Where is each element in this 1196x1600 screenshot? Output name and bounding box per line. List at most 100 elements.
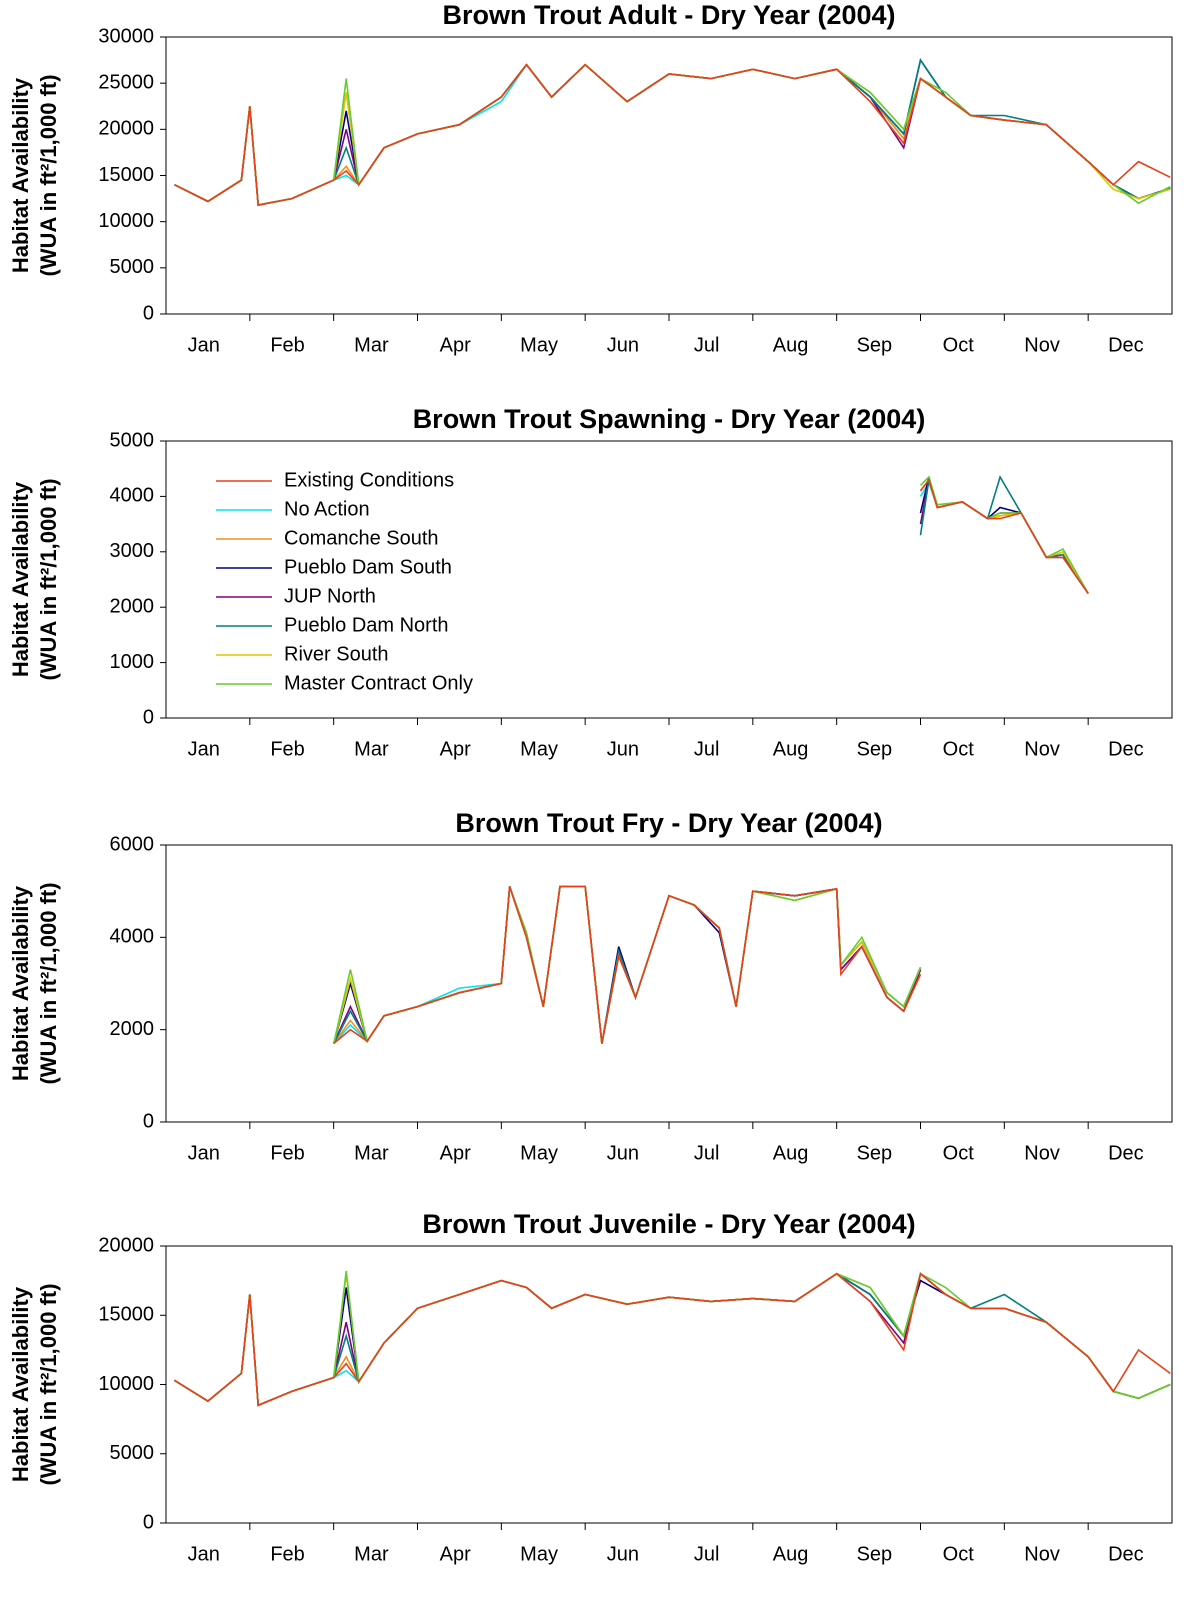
x-tick-label: May — [520, 334, 558, 356]
x-tick-label: Oct — [943, 1543, 975, 1565]
series-line — [332, 885, 922, 1044]
y-tick-label: 30000 — [98, 25, 154, 47]
y-tick-label: 2000 — [110, 1018, 155, 1040]
panel: Brown Trout Juvenile - Dry Year (2004) Ha… — [8, 1209, 1173, 1565]
x-tick-label: Oct — [943, 738, 975, 760]
y-tick-label: 4000 — [110, 485, 155, 507]
x-tick-label: Jan — [188, 1543, 220, 1565]
series-line — [919, 475, 1089, 594]
y-axis-label: Habitat Availability — [8, 885, 33, 1081]
series-line — [173, 1272, 1171, 1407]
y-tick-label: 20000 — [98, 1234, 154, 1256]
y-axis-label: (WUA in ft²/1,000 ft) — [36, 74, 61, 276]
series-line — [173, 1272, 1171, 1407]
x-tick-label: Sep — [857, 1142, 893, 1164]
x-tick-label: Nov — [1024, 1142, 1060, 1164]
plot-frame — [165, 36, 1173, 315]
panel: Brown Trout Spawning - Dry Year (2004) Ha… — [8, 404, 1173, 760]
x-tick-label: Jul — [694, 1142, 720, 1164]
y-tick-label: 15000 — [98, 164, 154, 186]
x-tick-label: Jan — [188, 1142, 220, 1164]
x-tick-label: Mar — [354, 1142, 389, 1164]
y-tick-label: 0 — [143, 1110, 154, 1132]
x-tick-label: May — [520, 738, 558, 760]
x-tick-label: May — [520, 1543, 558, 1565]
x-tick-label: Jan — [188, 334, 220, 356]
series-line — [332, 885, 922, 1044]
chart-title: Brown Trout Fry - Dry Year (2004) — [455, 808, 882, 838]
x-tick-label: Nov — [1024, 1543, 1060, 1565]
x-tick-label: Feb — [270, 1543, 304, 1565]
y-tick-label: 5000 — [110, 429, 155, 451]
panel: Brown Trout Fry - Dry Year (2004) Habitat… — [8, 808, 1173, 1164]
y-tick-label: 5000 — [110, 1442, 155, 1464]
x-tick-label: Sep — [857, 738, 893, 760]
y-tick-label: 0 — [143, 302, 154, 324]
x-tick-label: Jun — [607, 1142, 639, 1164]
series-line — [333, 885, 922, 1045]
x-tick-label: Feb — [270, 334, 304, 356]
y-axis-label: (WUA in ft²/1,000 ft) — [36, 478, 61, 680]
x-tick-label: Jul — [694, 738, 720, 760]
x-tick-label: Apr — [440, 334, 471, 356]
series-line — [919, 479, 1089, 594]
x-tick-label: Feb — [270, 738, 304, 760]
y-tick-label: 20000 — [98, 118, 154, 140]
x-tick-label: Oct — [943, 334, 975, 356]
series-line — [173, 1272, 1171, 1407]
legend-label: No Action — [284, 498, 370, 520]
series-line — [919, 478, 1089, 594]
x-tick-label: Sep — [857, 334, 893, 356]
x-tick-label: Sep — [857, 1543, 893, 1565]
y-tick-label: 10000 — [98, 210, 154, 232]
y-tick-label: 0 — [143, 706, 154, 728]
series-line — [173, 1272, 1171, 1407]
chart-title: Brown Trout Spawning - Dry Year (2004) — [413, 404, 926, 434]
x-tick-label: Mar — [354, 1543, 389, 1565]
series-line — [332, 885, 922, 1044]
series-line — [173, 1270, 1171, 1407]
y-axis-label: (WUA in ft²/1,000 ft) — [36, 882, 61, 1084]
legend-label: Existing Conditions — [284, 469, 454, 491]
y-tick-label: 1000 — [110, 651, 155, 673]
legend-label: Comanche South — [284, 527, 439, 549]
x-tick-label: Dec — [1108, 1543, 1144, 1565]
x-tick-label: Mar — [354, 334, 389, 356]
legend-label: River South — [284, 643, 389, 665]
chart-title: Brown Trout Adult - Dry Year (2004) — [442, 0, 895, 30]
series-line — [333, 885, 922, 1044]
x-tick-label: Jan — [188, 738, 220, 760]
x-tick-label: Oct — [943, 1142, 975, 1164]
series-line — [333, 885, 922, 1045]
x-tick-label: Aug — [773, 1142, 809, 1164]
x-tick-label: Aug — [773, 738, 809, 760]
series-line — [919, 476, 1089, 594]
series-line — [332, 885, 922, 1044]
series-line — [919, 480, 1089, 594]
x-tick-label: Nov — [1024, 738, 1060, 760]
x-tick-label: Apr — [440, 1142, 471, 1164]
y-tick-label: 0 — [143, 1511, 154, 1533]
series-line — [173, 1272, 1171, 1407]
y-tick-label: 10000 — [98, 1373, 154, 1395]
legend-label: JUP North — [284, 585, 376, 607]
y-tick-label: 25000 — [98, 71, 154, 93]
x-tick-label: Apr — [440, 738, 471, 760]
x-tick-label: Feb — [270, 1142, 304, 1164]
x-tick-label: Jun — [607, 334, 639, 356]
y-axis-label: Habitat Availability — [8, 77, 33, 273]
x-tick-label: Dec — [1108, 1142, 1144, 1164]
y-axis-label: (WUA in ft²/1,000 ft) — [36, 1283, 61, 1485]
panel: Brown Trout Adult - Dry Year (2004) Habit… — [8, 0, 1173, 356]
series-line — [919, 478, 1089, 594]
series-line — [919, 475, 1089, 594]
x-tick-label: Jun — [607, 1543, 639, 1565]
chart-title: Brown Trout Juvenile - Dry Year (2004) — [422, 1209, 915, 1239]
legend-label: Pueblo Dam North — [284, 614, 449, 636]
x-tick-label: Apr — [440, 1543, 471, 1565]
y-axis-label: Habitat Availability — [8, 481, 33, 677]
series-line — [174, 58, 1171, 206]
y-tick-label: 6000 — [110, 833, 155, 855]
